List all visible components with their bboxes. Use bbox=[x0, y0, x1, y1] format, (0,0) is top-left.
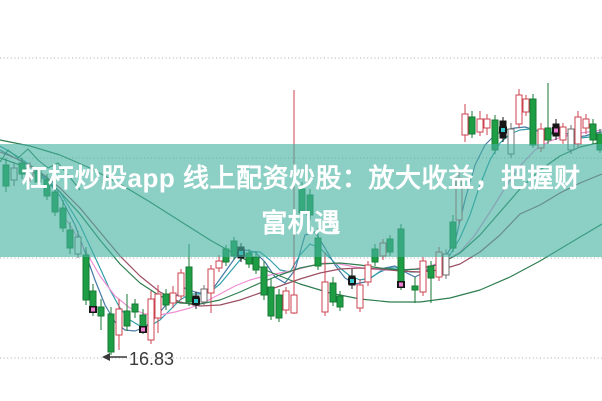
candle-body bbox=[123, 310, 131, 327]
candle-body bbox=[97, 306, 105, 317]
candle-body bbox=[336, 295, 344, 308]
banner-title-line2: 富机遇 bbox=[261, 207, 341, 238]
candle-body bbox=[574, 116, 582, 145]
candle-body bbox=[200, 288, 208, 303]
candle-body bbox=[215, 260, 223, 269]
candle-body bbox=[419, 260, 427, 293]
candle-body bbox=[267, 286, 275, 317]
candle-body bbox=[483, 118, 491, 129]
candle-body bbox=[282, 290, 290, 311]
candle-body bbox=[356, 284, 364, 309]
candle-body bbox=[582, 118, 590, 129]
promo-banner: 杠杆炒股app 线上配资炒股：放大收益，把握财 富机遇 bbox=[0, 144, 602, 257]
candle-body bbox=[544, 127, 552, 141]
candle-body bbox=[177, 272, 185, 297]
candle-body bbox=[411, 285, 419, 291]
candle-body bbox=[461, 113, 469, 136]
candle-body bbox=[169, 292, 177, 304]
candle-body bbox=[290, 294, 298, 314]
candle-body bbox=[260, 266, 268, 296]
signal-marker-dot bbox=[554, 128, 558, 133]
candle-body bbox=[468, 116, 476, 135]
candle-body bbox=[515, 94, 523, 125]
candle-body bbox=[154, 293, 162, 319]
signal-marker-dot bbox=[91, 307, 95, 312]
candle-body bbox=[559, 126, 567, 141]
candle-body bbox=[115, 308, 123, 336]
candle-body bbox=[82, 254, 90, 301]
candle-body bbox=[185, 266, 193, 303]
candle-body bbox=[522, 98, 530, 113]
candle-body bbox=[252, 256, 260, 271]
candle-body bbox=[207, 268, 215, 294]
candle-body bbox=[107, 313, 115, 353]
candle-body bbox=[364, 264, 372, 283]
candle-body bbox=[589, 123, 597, 141]
candle-body bbox=[442, 253, 450, 276]
candle-body bbox=[321, 281, 329, 313]
banner-title-line1: 杠杆炒股app 线上配资炒股：放大收益，把握财 bbox=[21, 162, 581, 193]
candle-body bbox=[529, 98, 537, 146]
candle-body bbox=[131, 303, 139, 313]
low-annotation-arrowhead bbox=[102, 353, 110, 361]
candle-body bbox=[427, 265, 435, 279]
signal-marker-dot bbox=[399, 282, 403, 287]
candle-body bbox=[162, 293, 170, 306]
signal-marker-dot bbox=[501, 128, 505, 132]
low-annotation-label: 16.83 bbox=[129, 349, 174, 369]
signal-marker-dot bbox=[141, 327, 145, 332]
candle-body bbox=[329, 282, 337, 303]
candle-body bbox=[476, 118, 484, 133]
candle-body bbox=[275, 294, 283, 319]
signal-marker-dot bbox=[194, 299, 198, 303]
signal-marker-dot bbox=[350, 279, 354, 283]
candle-body bbox=[147, 298, 155, 341]
